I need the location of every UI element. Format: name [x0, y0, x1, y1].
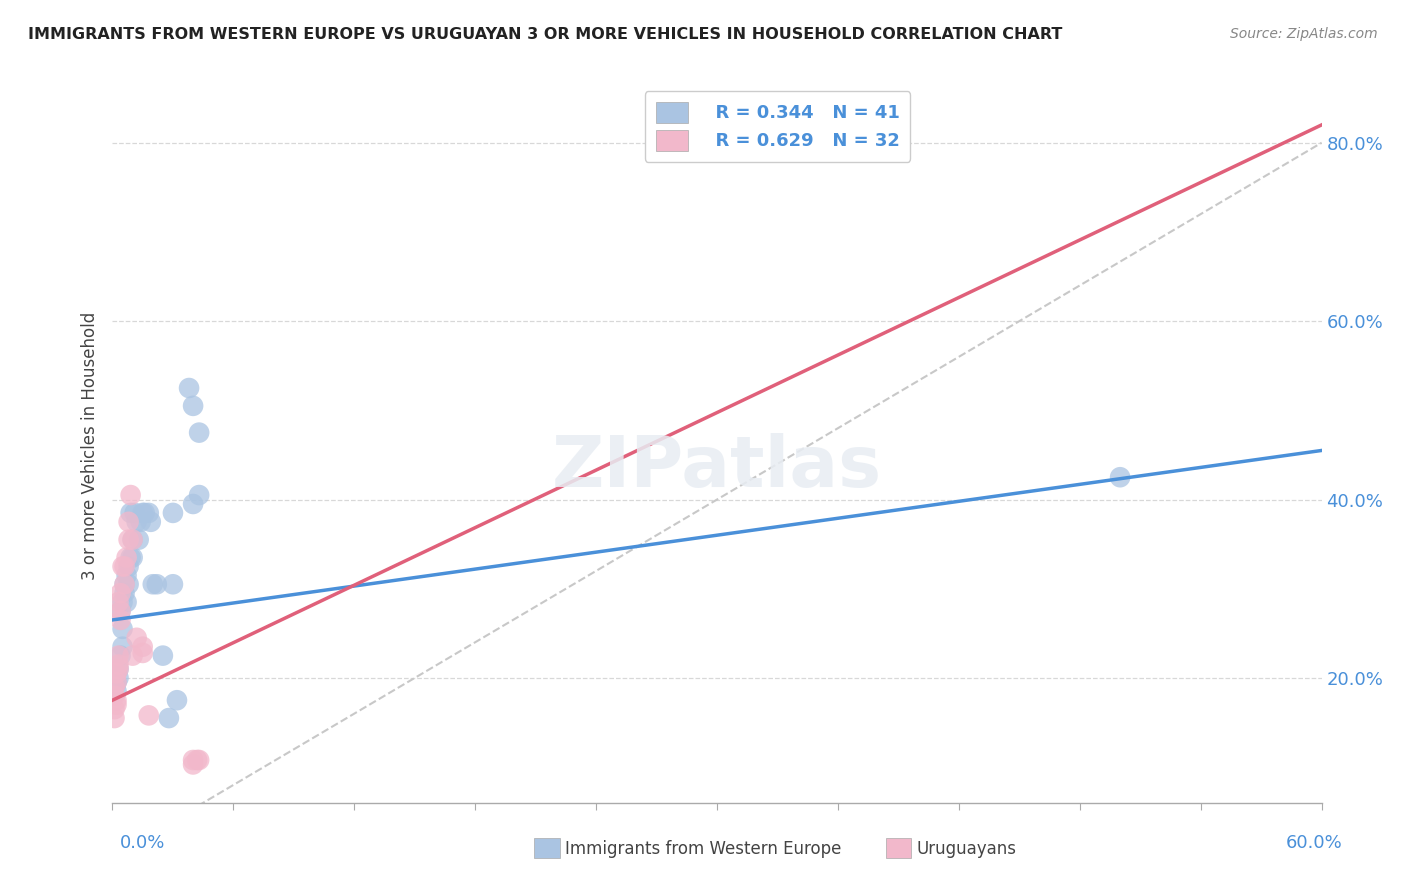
Legend:   R = 0.344   N = 41,   R = 0.629   N = 32: R = 0.344 N = 41, R = 0.629 N = 32	[645, 91, 910, 161]
Point	[128, 533, 150, 547]
Point	[110, 604, 132, 618]
Point	[103, 711, 125, 725]
Point	[107, 657, 129, 672]
Point	[120, 550, 142, 565]
Text: Source: ZipAtlas.com: Source: ZipAtlas.com	[1230, 27, 1378, 41]
Point	[117, 515, 139, 529]
Point	[129, 515, 152, 529]
Text: Uruguayans: Uruguayans	[917, 840, 1017, 858]
Point	[1109, 470, 1132, 484]
Point	[125, 515, 148, 529]
Point	[132, 646, 155, 660]
Point	[103, 675, 125, 690]
Point	[117, 559, 139, 574]
Point	[114, 577, 136, 591]
Point	[188, 488, 211, 502]
Point	[103, 702, 125, 716]
Point	[124, 506, 146, 520]
Point	[121, 648, 143, 663]
Point	[138, 506, 160, 520]
Y-axis label: 3 or more Vehicles in Household: 3 or more Vehicles in Household	[80, 312, 98, 580]
Point	[105, 675, 128, 690]
Point	[181, 399, 204, 413]
Point	[105, 684, 128, 698]
Point	[146, 577, 169, 591]
Point	[120, 506, 142, 520]
Point	[188, 753, 211, 767]
Point	[188, 425, 211, 440]
Point	[110, 648, 132, 663]
Point	[142, 577, 165, 591]
Point	[103, 680, 125, 694]
Point	[181, 753, 204, 767]
Point	[138, 708, 160, 723]
Text: 0.0%: 0.0%	[120, 834, 165, 852]
Point	[110, 604, 132, 618]
Point	[157, 711, 180, 725]
Point	[125, 631, 148, 645]
Point	[105, 698, 128, 712]
Point	[114, 559, 136, 574]
Point	[186, 753, 208, 767]
Point	[107, 662, 129, 676]
Point	[115, 568, 138, 582]
Point	[121, 533, 143, 547]
Point	[166, 693, 188, 707]
Point	[103, 689, 125, 703]
Point	[114, 577, 136, 591]
Point	[121, 533, 143, 547]
Text: ZIPatlas: ZIPatlas	[553, 433, 882, 502]
Point	[105, 693, 128, 707]
Point	[117, 577, 139, 591]
Point	[120, 488, 142, 502]
Point	[115, 550, 138, 565]
Point	[117, 533, 139, 547]
Point	[181, 757, 204, 772]
Point	[132, 506, 155, 520]
Point	[162, 577, 184, 591]
Point	[105, 666, 128, 681]
Point	[134, 506, 156, 520]
Point	[114, 586, 136, 600]
Point	[132, 640, 155, 654]
Point	[111, 559, 134, 574]
Point	[152, 648, 174, 663]
Point	[107, 648, 129, 663]
Point	[107, 671, 129, 685]
Point	[181, 497, 204, 511]
Point	[177, 381, 200, 395]
Point	[107, 595, 129, 609]
Point	[111, 595, 134, 609]
Point	[121, 550, 143, 565]
Point	[110, 613, 132, 627]
Text: IMMIGRANTS FROM WESTERN EUROPE VS URUGUAYAN 3 OR MORE VEHICLES IN HOUSEHOLD CORR: IMMIGRANTS FROM WESTERN EUROPE VS URUGUA…	[28, 27, 1063, 42]
Text: Immigrants from Western Europe: Immigrants from Western Europe	[565, 840, 842, 858]
Point	[105, 675, 128, 690]
Point	[107, 662, 129, 676]
Point	[111, 622, 134, 636]
Point	[162, 506, 184, 520]
Text: 60.0%: 60.0%	[1286, 834, 1343, 852]
Point	[110, 586, 132, 600]
Point	[111, 640, 134, 654]
Point	[139, 515, 162, 529]
Point	[115, 595, 138, 609]
